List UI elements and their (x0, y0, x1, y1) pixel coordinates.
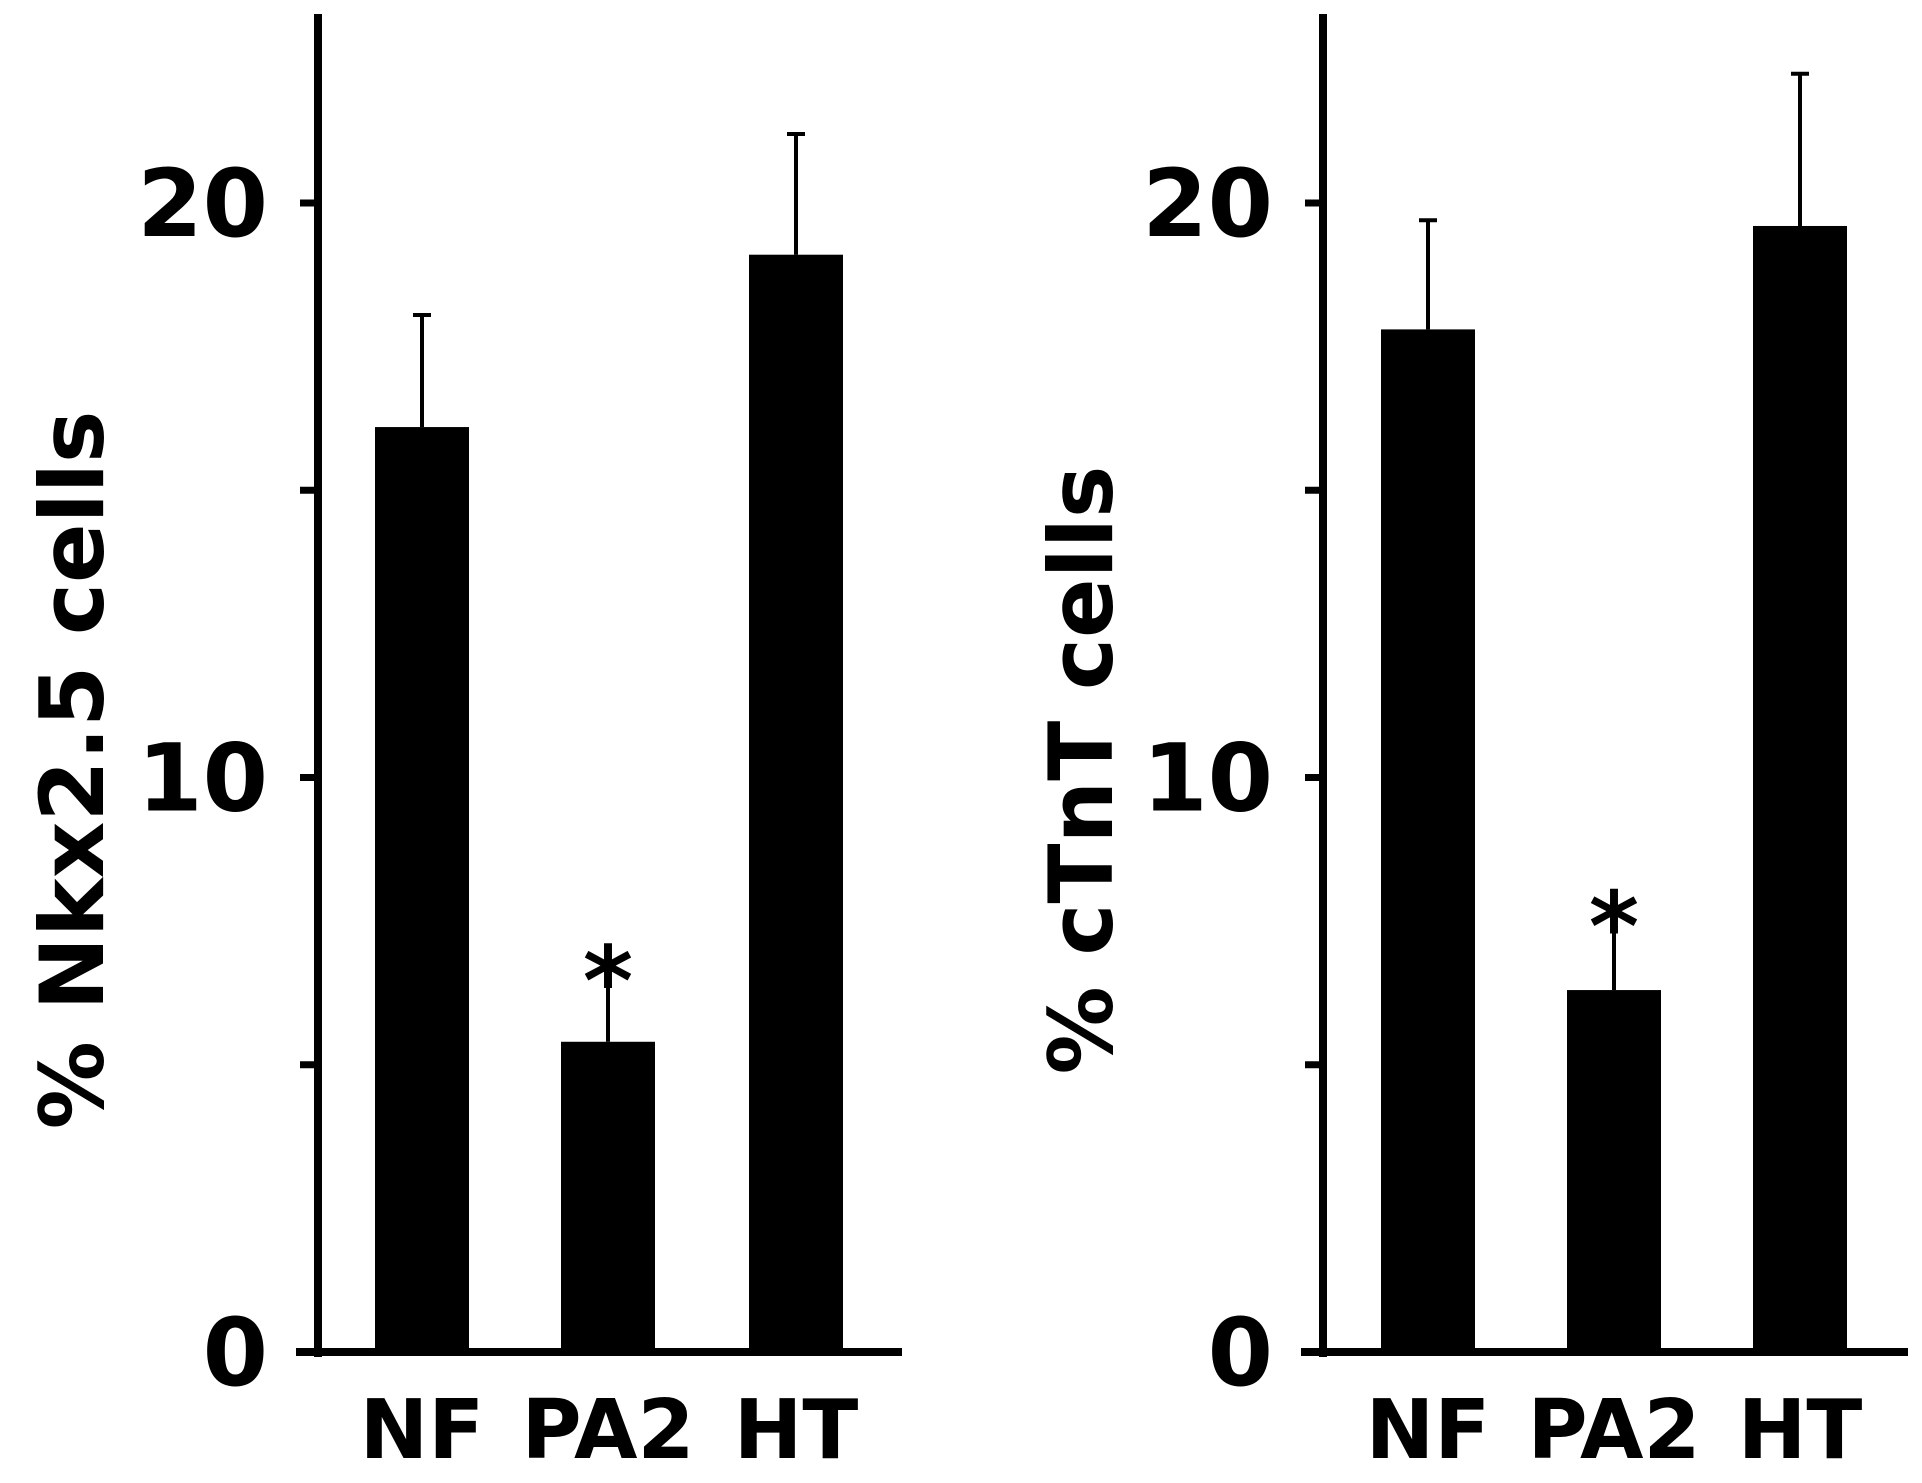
bar-pa2 (561, 1041, 655, 1352)
bar-pa2 (1567, 990, 1661, 1352)
bar-nf (375, 427, 469, 1352)
y-axis-label: % cTnT cells (1030, 466, 1133, 1075)
x-tick-label: NF (360, 1383, 485, 1478)
chart-nkx25: % Nkx2.5 cells 0 10 20 * NF PA2 HT (21, 14, 902, 1478)
y-axis-label: % Nkx2.5 cells (21, 411, 124, 1130)
y-tick-label: 20 (137, 150, 268, 259)
y-tick-label: 20 (1142, 150, 1273, 259)
bar-nf (1381, 329, 1475, 1352)
y-tick-label: 0 (1208, 1299, 1273, 1408)
bar-ht (749, 254, 843, 1353)
y-tick-label: 10 (1142, 725, 1273, 834)
x-tick-label: HT (1738, 1383, 1863, 1478)
x-tick-labels: NF PA2 HT (360, 1383, 859, 1478)
significance-marker: * (583, 926, 633, 1038)
x-tick-label: NF (1366, 1383, 1491, 1478)
bar-ht (1753, 225, 1847, 1353)
y-ticks: 0 10 20 (1142, 150, 1323, 1408)
y-tick-label: 0 (203, 1299, 268, 1408)
significance-marker: * (1589, 871, 1639, 983)
y-ticks: 0 10 20 (137, 150, 318, 1408)
x-tick-label: HT (734, 1383, 859, 1478)
error-bars: * (413, 132, 805, 1042)
y-tick-label: 10 (137, 725, 268, 834)
chart-ctnt: % cTnT cells 0 10 20 * NF PA2 HT (1030, 14, 1908, 1478)
bars (1381, 225, 1847, 1353)
axes (296, 14, 902, 1357)
error-bars: * (1419, 71, 1809, 991)
bars (375, 254, 843, 1353)
axes (1301, 14, 1908, 1357)
x-tick-label: PA2 (1527, 1383, 1700, 1478)
x-tick-labels: NF PA2 HT (1366, 1383, 1863, 1478)
x-tick-label: PA2 (521, 1383, 694, 1478)
